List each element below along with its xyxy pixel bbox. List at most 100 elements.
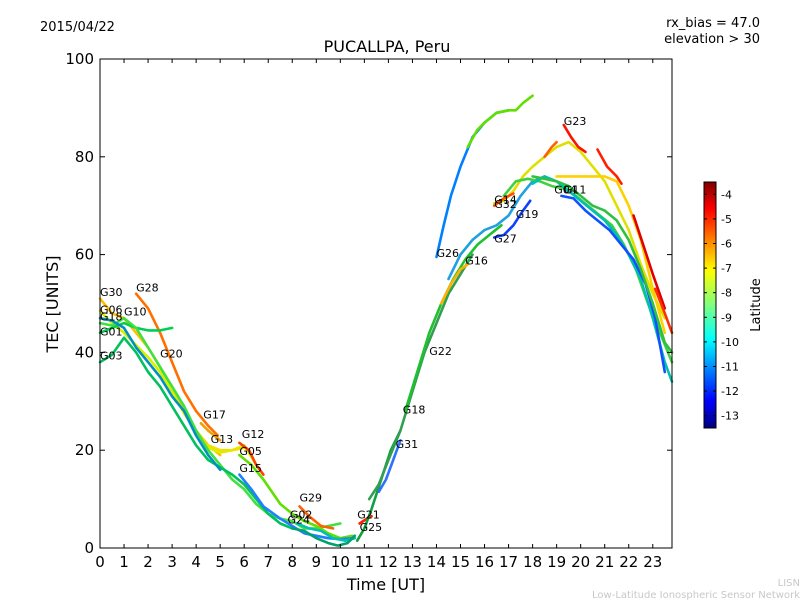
- satellite-label: G14: [494, 193, 517, 206]
- footer-org-long: Low-Latitude Ionospheric Sensor Network: [592, 590, 800, 600]
- x-tick-label: 0: [95, 553, 105, 571]
- series-line-31: [562, 123, 587, 154]
- colorbar-tick-label: -4: [721, 188, 732, 201]
- satellite-label: G06: [100, 303, 123, 316]
- x-tick-label: 10: [331, 553, 350, 571]
- x-tick-label: 22: [619, 553, 638, 571]
- satellite-label: G25: [360, 521, 383, 534]
- x-tick-label: 15: [451, 553, 470, 571]
- axes: 0 1 2 3 4 5 6 7 8 9 10 11 12 13 14 15 16 17 18 19 20 21 22 2302…: [65, 50, 673, 571]
- colorbar-tick-label: -12: [721, 385, 739, 398]
- date-label: 2015/04/22: [40, 20, 115, 35]
- x-tick-label: 20: [571, 553, 590, 571]
- series-line-8: [199, 422, 222, 442]
- satellite-label: G12: [242, 428, 265, 441]
- x-tick-label: 14: [427, 553, 446, 571]
- satellite-label: G24: [288, 514, 311, 527]
- series-line-13: [298, 505, 335, 530]
- series-line-35: [632, 214, 667, 310]
- colorbar-label: Latitude: [749, 278, 764, 332]
- satellite-label: G04: [554, 184, 577, 197]
- rx-bias-label: rx_bias = 47.0: [666, 16, 760, 31]
- series-line-9: [206, 444, 246, 452]
- x-tick-label: 1: [119, 553, 129, 571]
- series-line-36: [653, 287, 674, 335]
- y-tick-label: 0: [84, 539, 94, 557]
- satellite-label: G02: [290, 509, 313, 522]
- colorbar-tick-label: -9: [721, 311, 732, 324]
- series-line-15: [291, 527, 357, 547]
- series-line-25: [492, 199, 532, 239]
- series-line-14: [295, 522, 357, 542]
- x-tick-label: 16: [475, 553, 494, 571]
- y-axis-label: TEC [UNITS]: [43, 256, 62, 354]
- series-line-26: [492, 140, 667, 320]
- satellite-label: G15: [239, 462, 262, 475]
- series-line-7: [98, 316, 222, 472]
- satellite-label: G32: [494, 198, 517, 211]
- satellite-label: G05: [239, 445, 262, 458]
- satellite-label: G11: [564, 184, 587, 197]
- x-tick-label: 23: [643, 553, 662, 571]
- plot-frame: [99, 58, 673, 549]
- x-tick-label: 18: [523, 553, 542, 571]
- series-group: [98, 94, 674, 547]
- y-tick-label: 100: [65, 50, 94, 68]
- colorbar-tick-label: -10: [721, 336, 739, 349]
- x-tick-label: 4: [191, 553, 201, 571]
- series-line-37: [531, 175, 674, 354]
- satellite-label: G22: [429, 345, 452, 358]
- series-line-34: [596, 148, 623, 185]
- satellite-label: G20: [160, 347, 183, 360]
- series-line-33: [555, 175, 667, 335]
- plot-area: [100, 59, 672, 548]
- x-tick-label: 8: [287, 553, 297, 571]
- x-tick-label: 12: [379, 553, 398, 571]
- series-line-11: [238, 453, 354, 540]
- x-tick-label: 17: [499, 553, 518, 571]
- x-axis-label: Time [UT]: [346, 575, 425, 594]
- x-tick-label: 7: [263, 553, 273, 571]
- colorbar-tick-label: -5: [721, 213, 732, 226]
- x-tick-label: 9: [312, 553, 322, 571]
- series-line-30: [560, 194, 667, 374]
- series-line-24: [447, 175, 546, 281]
- series-line-23: [440, 263, 469, 305]
- chart-title: PUCALLPA, Peru: [324, 37, 451, 56]
- colorbar-tick-label: -11: [721, 361, 739, 374]
- satellite-label: G18: [100, 311, 123, 324]
- colorbar-tick-label: -8: [721, 287, 732, 300]
- colorbar-tick-label: -13: [721, 410, 739, 423]
- x-tick-label: 3: [167, 553, 177, 571]
- x-tick-label: 2: [143, 553, 153, 571]
- satellite-label: G13: [211, 433, 234, 446]
- x-tick-label: 13: [403, 553, 422, 571]
- x-tick-label: 6: [239, 553, 249, 571]
- x-tick-label: 21: [595, 553, 614, 571]
- satellite-label: G10: [124, 306, 147, 319]
- colorbar-tick-label: -6: [721, 238, 732, 251]
- satellite-label: G16: [465, 254, 488, 267]
- series-line-10: [238, 441, 265, 476]
- satellite-label: G30: [100, 286, 123, 299]
- plot-background: [100, 59, 672, 548]
- series-line-22: [466, 94, 534, 149]
- series-line-32: [543, 140, 558, 159]
- satellite-label: G19: [516, 208, 539, 221]
- elevation-label: elevation > 30: [664, 32, 760, 47]
- satellite-label: G26: [437, 247, 460, 260]
- footer-org-short: LISN: [778, 578, 800, 589]
- satellite-label: G31: [396, 438, 419, 451]
- colorbar-tick-label: -7: [721, 262, 732, 275]
- y-tick-label: 20: [75, 441, 94, 459]
- series-line-18: [377, 439, 402, 494]
- y-tick-label: 60: [75, 246, 94, 264]
- series-line-3: [134, 292, 220, 437]
- y-tick-label: 80: [75, 148, 94, 166]
- x-tick-label: 5: [215, 553, 225, 571]
- satellite-label: G17: [203, 408, 226, 421]
- satellite-label: G01: [100, 325, 123, 338]
- colorbar: -4 -5 -6 -7 -8 -9 -10 -11 -12 -13: [703, 181, 739, 429]
